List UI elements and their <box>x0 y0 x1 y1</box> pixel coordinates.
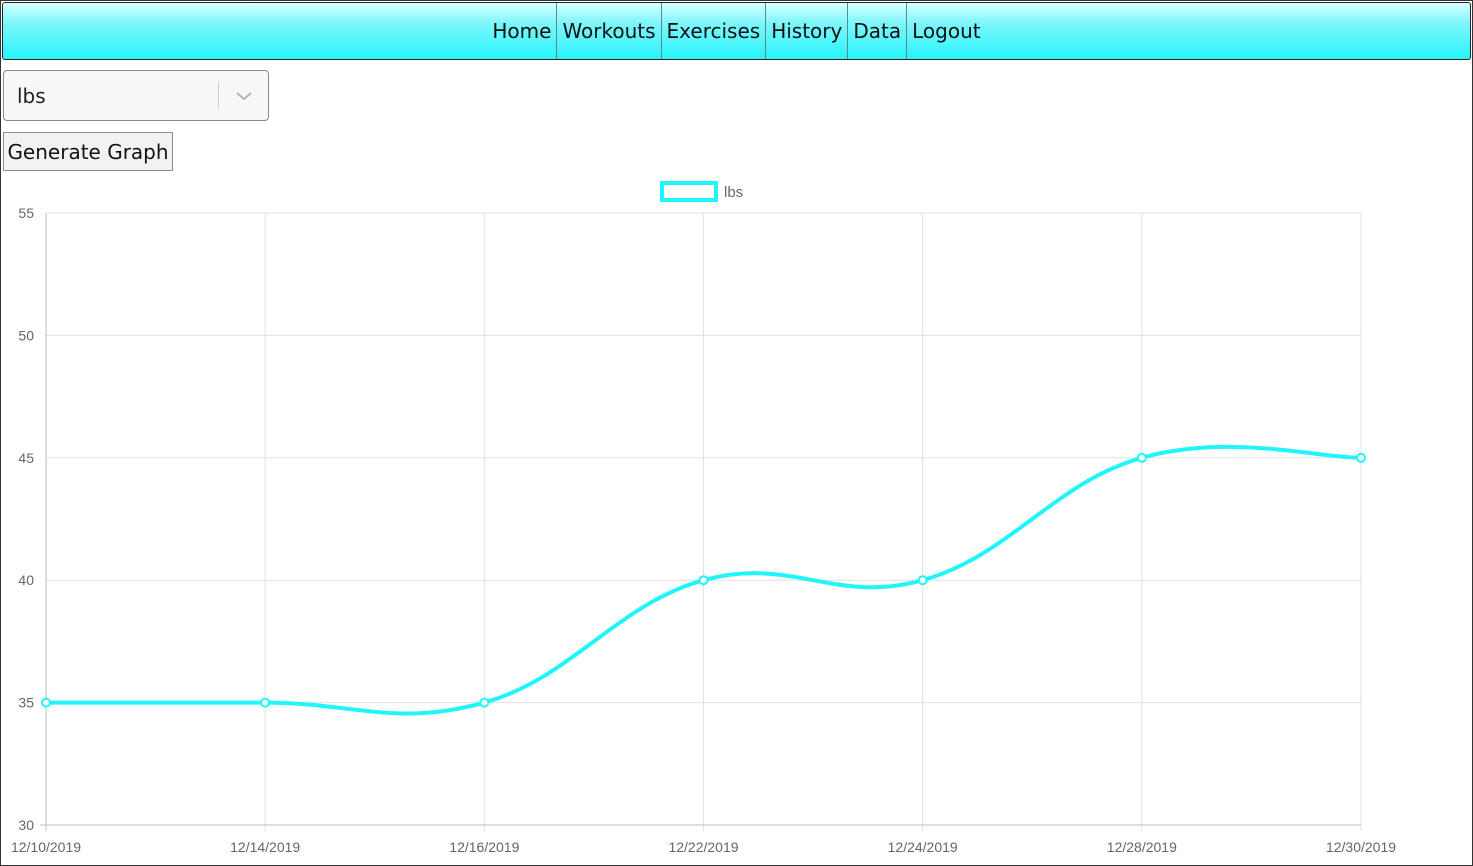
nav-workouts[interactable]: Workouts <box>557 3 662 59</box>
legend-swatch[interactable] <box>660 181 718 202</box>
data-point[interactable] <box>917 575 928 586</box>
y-tick-label: 50 <box>18 327 34 343</box>
x-tick-label: 12/24/2019 <box>888 839 958 855</box>
data-point[interactable] <box>41 697 51 708</box>
y-tick-label: 45 <box>18 450 34 466</box>
data-point[interactable] <box>1356 452 1366 463</box>
x-tick-label: 12/30/2019 <box>1326 839 1396 855</box>
nav-home[interactable]: Home <box>487 3 558 59</box>
y-tick-label: 30 <box>18 817 34 833</box>
top-navbar: Home Workouts Exercises History Data Log… <box>2 2 1471 60</box>
line-chart: 55 50 45 40 35 30 12/10/2019 12/14/2019 12/16/20… <box>11 181 1396 855</box>
nav-history[interactable]: History <box>766 3 849 59</box>
data-point[interactable] <box>698 575 709 586</box>
x-tick-label: 12/16/2019 <box>449 839 519 855</box>
nav-logout[interactable]: Logout <box>912 19 981 43</box>
nav-exercises[interactable]: Exercises <box>662 3 767 59</box>
y-tick-label: 35 <box>18 695 34 711</box>
y-tick-label: 55 <box>18 205 34 221</box>
generate-graph-button[interactable]: Generate Graph <box>3 132 173 171</box>
data-point[interactable] <box>260 697 271 708</box>
unit-select[interactable]: lbs <box>3 70 269 121</box>
unit-select-value: lbs <box>17 83 46 108</box>
nav-data[interactable]: Data <box>848 3 908 59</box>
chevron-down-icon[interactable] <box>219 91 268 101</box>
x-tick-label: 12/28/2019 <box>1107 839 1177 855</box>
y-tick-label: 40 <box>18 572 34 588</box>
select-divider <box>218 82 219 109</box>
x-tick-label: 12/22/2019 <box>668 839 738 855</box>
data-point[interactable] <box>1136 452 1147 463</box>
data-point[interactable] <box>479 697 490 708</box>
x-tick-label: 12/10/2019 <box>11 839 81 855</box>
x-tick-label: 12/14/2019 <box>230 839 300 855</box>
legend-label: lbs <box>724 184 743 201</box>
